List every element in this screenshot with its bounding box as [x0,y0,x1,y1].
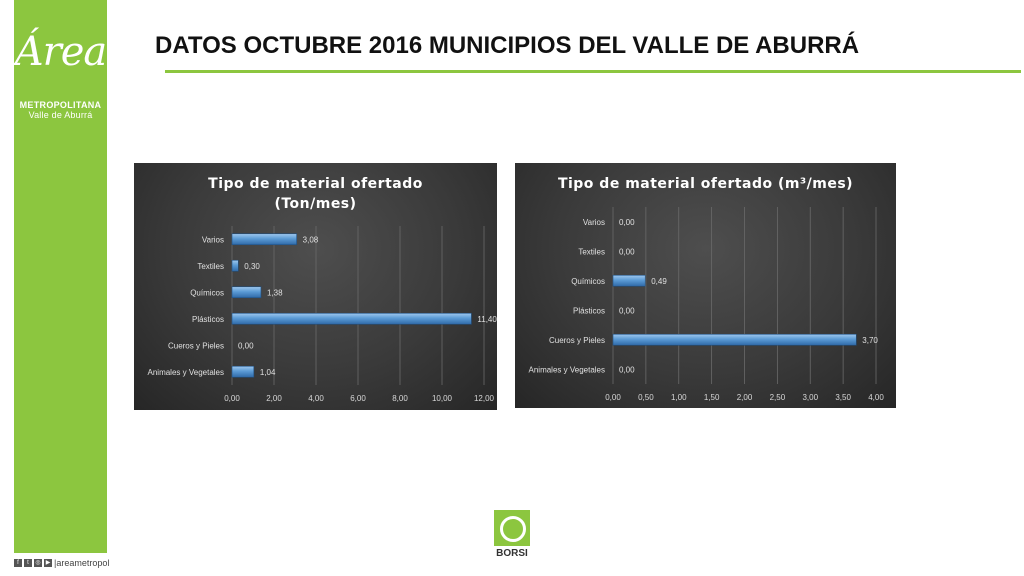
category-label: Cueros y Pieles [168,341,224,350]
value-label: 1,04 [260,368,276,377]
borsi-label: BORSI [496,548,528,559]
x-tick-label: 4,00 [308,394,324,403]
value-label: 0,30 [244,262,260,271]
chart-svg: Tipo de material ofertado (m³/mes) 0,00 0,… [529,176,885,402]
x-tick-label: 0,00 [224,394,240,403]
bar-3 [612,274,646,287]
chart-title-line-0: Tipo de material ofertado [208,176,423,192]
area-metropolitana-logo: Área METROPOLITANA Valle de Aburrá [14,29,108,120]
category-label: Animales y Vegetales [529,365,606,374]
value-label: 0,00 [238,341,254,350]
x-tick-label: 8,00 [392,394,408,403]
title-underline [165,70,1021,73]
x-tick-label: 4,00 [868,393,884,402]
value-label: 11,40 [477,315,497,324]
category-label: Químicos [571,277,605,286]
value-label: 0,00 [619,306,635,315]
category-label: Cueros y Pieles [549,336,605,345]
x-tick-label: 0,00 [605,393,621,402]
category-label: Varios [583,218,605,227]
category-label: Animales y Vegetales [148,368,225,377]
bar-2 [231,312,472,325]
x-tick-label: 0,50 [638,393,654,402]
value-label: 3,70 [862,336,878,345]
bar-4 [231,259,239,272]
logo-script-text: Área [14,29,108,75]
value-label: 0,00 [619,247,635,256]
instagram-icon: ◎ [34,559,42,567]
x-tick-label: 10,00 [432,394,453,403]
category-label: Varios [202,235,224,244]
x-tick-label: 2,00 [266,394,282,403]
x-tick-label: 1,00 [671,393,687,402]
facebook-icon: f [14,559,22,567]
category-label: Plásticos [573,306,605,315]
x-tick-label: 1,50 [704,393,720,402]
bar-3 [231,286,262,299]
value-label: 3,08 [303,235,319,244]
social-handle: |areametropol [54,558,110,568]
twitter-icon: t [24,559,32,567]
social-footer: f t ◎ ▶ |areametropol [14,556,110,570]
chart-title-line-1: (Ton/mes) [274,196,356,212]
value-label: 1,38 [267,288,283,297]
x-tick-label: 3,00 [802,393,818,402]
bar-5 [231,233,297,246]
page-title: DATOS OCTUBRE 2016 MUNICIPIOS DEL VALLE … [155,32,860,59]
value-label: 0,00 [619,218,635,227]
borsi-logo: BORSI [494,510,530,562]
youtube-icon: ▶ [44,559,52,567]
category-label: Textiles [578,247,605,256]
value-label: 0,00 [619,365,635,374]
bar-1 [612,333,857,346]
chart-ton-mes: Tipo de material ofertado (Ton/mes) 0,00 2,… [134,163,497,410]
chart-svg: Tipo de material ofertado (Ton/mes) 0,00 2,… [148,176,498,403]
category-label: Textiles [197,262,224,271]
value-label: 0,49 [651,277,667,286]
logo-line-1: METROPOLITANA [19,100,102,110]
bar-0 [231,365,255,378]
borsi-emblem-icon [494,510,530,546]
category-label: Plásticos [192,315,224,324]
x-tick-label: 2,00 [737,393,753,402]
x-tick-label: 12,00 [474,394,495,403]
chart-title-line-0: Tipo de material ofertado (m³/mes) [558,176,853,192]
sidebar-band: Área METROPOLITANA Valle de Aburrá [14,0,107,553]
x-tick-label: 6,00 [350,394,366,403]
chart-m3-mes: Tipo de material ofertado (m³/mes) 0,00 0,… [515,163,896,408]
x-tick-label: 3,50 [835,393,851,402]
x-tick-label: 2,50 [770,393,786,402]
category-label: Químicos [190,288,224,297]
logo-line-2: Valle de Aburrá [28,110,93,120]
